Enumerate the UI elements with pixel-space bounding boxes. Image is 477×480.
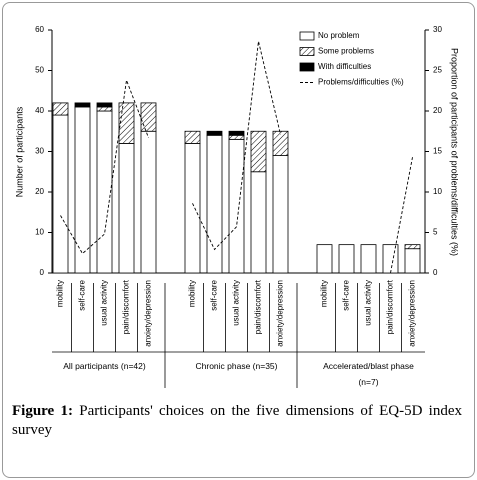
y2-tick-label: 15 [433, 147, 442, 156]
x-tick-label: pain/discomfort [122, 279, 131, 334]
x-tick-label: pain/discomfort [254, 279, 263, 334]
group-label: Chronic phase (n=35) [195, 361, 278, 371]
bar-segment [228, 138, 245, 274]
x-tick-label: usual activity [232, 280, 241, 326]
y-tick-label: 20 [35, 187, 44, 196]
x-tick-label: pain/discomfort [386, 279, 395, 334]
y-tick-label: 10 [35, 228, 44, 237]
bar-segment [96, 102, 113, 108]
bar-segment [360, 244, 377, 274]
legend-label: Some problems [318, 47, 374, 56]
bar-segment [404, 244, 421, 250]
bar-segment [118, 102, 135, 144]
x-tick-label: mobility [188, 280, 197, 307]
bar-segment [140, 102, 157, 132]
y2-tick-label: 25 [433, 66, 442, 75]
y-tick-label: 40 [35, 106, 44, 115]
bar-segment [272, 130, 289, 156]
x-tick-label: mobility [320, 280, 329, 307]
y-axis-label: Number of participants [14, 106, 24, 197]
y-tick-label: 30 [35, 147, 44, 156]
y2-tick-label: 10 [433, 187, 442, 196]
bar-segment [74, 106, 91, 274]
x-tick-label: anxiety/depression [144, 280, 153, 347]
y-tick-label: 60 [35, 25, 44, 34]
x-tick-label: anxiety/depression [276, 280, 285, 347]
legend-swatch [299, 62, 315, 72]
bar-segment [206, 130, 223, 136]
caption: Figure 1: Participants' choices on the f… [12, 402, 462, 440]
legend-label: With difficulties [318, 62, 371, 71]
bar-segment [228, 134, 245, 140]
line-series [192, 41, 281, 251]
y2-tick-label: 5 [433, 228, 438, 237]
legend-label: No problem [318, 31, 360, 40]
bar-segment [96, 106, 113, 112]
bar-segment [404, 248, 421, 274]
group-label: Accelerated/blast phase (n=7) [323, 361, 414, 387]
bar-segment [250, 171, 267, 274]
bar-segment [316, 244, 333, 274]
legend-swatch [299, 31, 315, 41]
bar-segment [184, 142, 201, 274]
bar-segment [140, 130, 157, 274]
bar-segment [118, 142, 135, 274]
bar-segment [228, 130, 245, 136]
bar-segment [272, 155, 289, 274]
y2-axis-label: Proportion of participants of problems/d… [450, 48, 460, 256]
x-tick-label: mobility [56, 280, 65, 307]
x-tick-label: anxiety/depression [408, 280, 417, 347]
y2-tick-label: 30 [433, 25, 442, 34]
y2-tick-label: 0 [433, 268, 438, 277]
chart: Number of participants Proportion of par… [14, 25, 460, 388]
caption-text: Participants' choices on the five dimens… [12, 403, 462, 438]
bar-segment [74, 102, 91, 108]
bar-segment [338, 244, 355, 274]
x-tick-label: usual activity [100, 280, 109, 326]
x-tick-label: self-care [78, 279, 87, 310]
legend-label: Problems/difficulties (%) [318, 78, 404, 87]
x-tick-label: self-care [210, 279, 219, 310]
y2-tick-label: 20 [433, 106, 442, 115]
bar-segment [52, 102, 69, 116]
bar-segment [250, 130, 267, 173]
bar-segment [206, 134, 223, 274]
group-label: All participants (n=42) [63, 361, 146, 371]
y-tick-label: 0 [40, 268, 45, 277]
legend-swatch [299, 47, 315, 56]
caption-label: Figure 1: [12, 403, 73, 419]
bar-segment [52, 114, 69, 274]
bar-segment [184, 130, 201, 144]
x-tick-label: self-care [342, 279, 351, 310]
bar-segment [96, 110, 113, 274]
x-tick-label: usual activity [364, 280, 373, 326]
y-tick-label: 50 [35, 66, 44, 75]
bar-segment [382, 244, 399, 274]
